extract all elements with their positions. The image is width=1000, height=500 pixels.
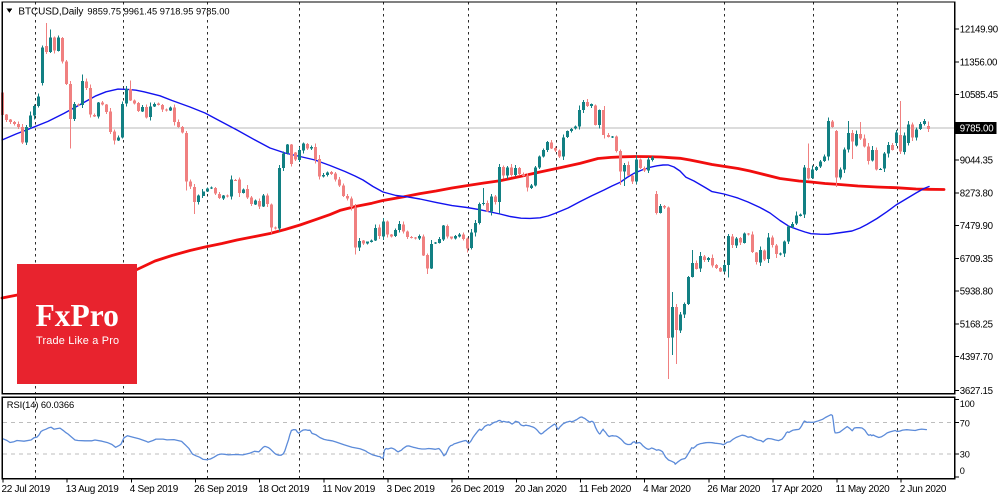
svg-text:4 Sep 2019: 4 Sep 2019 [130, 484, 179, 495]
svg-text:Trade Like a Pro: Trade Like a Pro [36, 335, 119, 347]
svg-text:0: 0 [960, 466, 965, 476]
svg-text:26 Dec 2019: 26 Dec 2019 [451, 484, 505, 495]
svg-text:3627.15: 3627.15 [960, 386, 993, 397]
svg-text:22 Jul 2019: 22 Jul 2019 [2, 484, 51, 495]
svg-text:BTCUSD,Daily: BTCUSD,Daily [18, 7, 83, 18]
svg-text:5168.25: 5168.25 [960, 319, 993, 330]
svg-text:12149.90: 12149.90 [960, 25, 999, 36]
svg-text:11 Feb 2020: 11 Feb 2020 [579, 484, 632, 495]
svg-text:9785.00: 9785.00 [960, 123, 994, 134]
svg-text:26 Mar 2020: 26 Mar 2020 [707, 484, 761, 495]
svg-text:30: 30 [960, 449, 970, 459]
svg-text:5938.80: 5938.80 [960, 287, 994, 298]
svg-text:11 May 2020: 11 May 2020 [836, 484, 891, 495]
svg-text:8273.80: 8273.80 [960, 188, 994, 199]
svg-text:2 Jun 2020: 2 Jun 2020 [900, 484, 947, 495]
svg-text:100: 100 [960, 399, 975, 409]
svg-text:26 Sep 2019: 26 Sep 2019 [194, 484, 248, 495]
svg-text:10585.45: 10585.45 [960, 90, 998, 101]
svg-text:11356.00: 11356.00 [960, 57, 998, 68]
svg-text:9044.35: 9044.35 [960, 156, 993, 167]
svg-text:4 Mar 2020: 4 Mar 2020 [643, 484, 691, 495]
svg-text:13 Aug 2019: 13 Aug 2019 [66, 484, 120, 495]
svg-text:6709.35: 6709.35 [960, 254, 993, 265]
svg-text:20 Jan 2020: 20 Jan 2020 [515, 484, 567, 495]
svg-text:4397.70: 4397.70 [960, 352, 994, 363]
svg-text:70: 70 [960, 418, 970, 428]
svg-text:RSI(14) 60.0366: RSI(14) 60.0366 [7, 399, 74, 410]
svg-text:FxPro: FxPro [36, 298, 119, 333]
svg-text:18 Oct 2019: 18 Oct 2019 [258, 484, 310, 495]
svg-text:17 Apr 2020: 17 Apr 2020 [771, 484, 822, 495]
svg-text:3 Dec 2019: 3 Dec 2019 [387, 484, 436, 495]
svg-text:7479.90: 7479.90 [960, 221, 994, 232]
svg-text:11 Nov 2019: 11 Nov 2019 [322, 484, 375, 495]
svg-text:9859.75 9961.45 9718.95 9785.0: 9859.75 9961.45 9718.95 9785.00 [87, 7, 229, 17]
